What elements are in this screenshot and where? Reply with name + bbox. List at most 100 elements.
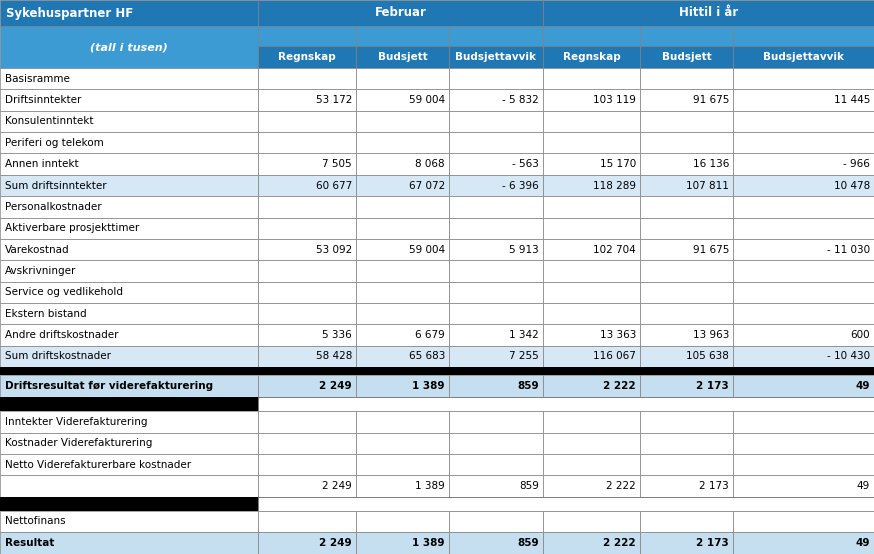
- Bar: [0, 433, 258, 454]
- Bar: [0, 68, 258, 89]
- Text: Februar: Februar: [375, 7, 427, 19]
- Bar: [356, 511, 449, 532]
- Text: 59 004: 59 004: [409, 95, 445, 105]
- Bar: [258, 303, 356, 325]
- Text: - 563: - 563: [512, 159, 539, 169]
- Bar: [0, 26, 258, 68]
- Bar: [0, 511, 258, 532]
- Text: 53 092: 53 092: [316, 245, 352, 255]
- Bar: [449, 218, 543, 239]
- Bar: [449, 475, 543, 496]
- Bar: [733, 281, 874, 303]
- Text: Ekstern bistand: Ekstern bistand: [5, 309, 87, 319]
- Bar: [543, 475, 640, 496]
- Text: 5 913: 5 913: [510, 245, 539, 255]
- Text: 91 675: 91 675: [692, 95, 729, 105]
- Text: - 11 030: - 11 030: [827, 245, 870, 255]
- Bar: [0, 475, 258, 496]
- Bar: [0, 303, 258, 325]
- Text: 2 173: 2 173: [697, 538, 729, 548]
- Bar: [733, 475, 874, 496]
- Text: Personalkostnader: Personalkostnader: [5, 202, 101, 212]
- Bar: [258, 132, 356, 153]
- Bar: [258, 454, 356, 475]
- Bar: [543, 433, 640, 454]
- Bar: [543, 132, 640, 153]
- Bar: [733, 454, 874, 475]
- Text: 8 068: 8 068: [415, 159, 445, 169]
- Bar: [733, 26, 874, 46]
- Bar: [0, 260, 258, 281]
- Text: Driftsresultat før viderefakturering: Driftsresultat før viderefakturering: [5, 381, 213, 391]
- Bar: [449, 260, 543, 281]
- Text: 1 389: 1 389: [413, 538, 445, 548]
- Text: 105 638: 105 638: [686, 351, 729, 361]
- Bar: [449, 532, 543, 554]
- Bar: [449, 303, 543, 325]
- Bar: [449, 325, 543, 346]
- Text: 1 389: 1 389: [415, 481, 445, 491]
- Bar: [733, 325, 874, 346]
- Bar: [733, 89, 874, 111]
- Bar: [733, 239, 874, 260]
- Text: Inntekter Viderefakturering: Inntekter Viderefakturering: [5, 417, 148, 427]
- Bar: [0, 411, 258, 433]
- Bar: [543, 239, 640, 260]
- Bar: [449, 239, 543, 260]
- Text: Sum driftsinntekter: Sum driftsinntekter: [5, 181, 107, 191]
- Bar: [258, 239, 356, 260]
- Bar: [356, 26, 449, 46]
- Text: Budsjettavvik: Budsjettavvik: [763, 52, 844, 62]
- Text: 1 389: 1 389: [413, 381, 445, 391]
- Bar: [449, 511, 543, 532]
- Text: 59 004: 59 004: [409, 245, 445, 255]
- Bar: [258, 346, 356, 367]
- Bar: [258, 532, 356, 554]
- Text: Budsjettavvik: Budsjettavvik: [455, 52, 537, 62]
- Bar: [733, 511, 874, 532]
- Bar: [543, 511, 640, 532]
- Bar: [356, 175, 449, 196]
- Text: 13 963: 13 963: [692, 330, 729, 340]
- Bar: [543, 260, 640, 281]
- Bar: [733, 375, 874, 397]
- Bar: [640, 132, 733, 153]
- Bar: [356, 218, 449, 239]
- Text: 2 249: 2 249: [323, 481, 352, 491]
- Bar: [449, 175, 543, 196]
- Bar: [258, 411, 356, 433]
- Bar: [733, 196, 874, 218]
- Bar: [356, 132, 449, 153]
- Bar: [733, 433, 874, 454]
- Bar: [543, 26, 640, 46]
- Bar: [733, 303, 874, 325]
- Text: Avskrivninger: Avskrivninger: [5, 266, 76, 276]
- Bar: [356, 89, 449, 111]
- Bar: [733, 68, 874, 89]
- Text: 102 704: 102 704: [593, 245, 636, 255]
- Text: 7 505: 7 505: [323, 159, 352, 169]
- Bar: [543, 346, 640, 367]
- Bar: [449, 433, 543, 454]
- Bar: [356, 532, 449, 554]
- Text: 16 136: 16 136: [692, 159, 729, 169]
- Bar: [543, 532, 640, 554]
- Text: - 5 832: - 5 832: [503, 95, 539, 105]
- Bar: [449, 46, 543, 68]
- Bar: [356, 375, 449, 397]
- Bar: [640, 411, 733, 433]
- Text: Regnskap: Regnskap: [563, 52, 621, 62]
- Text: 859: 859: [519, 481, 539, 491]
- Bar: [640, 68, 733, 89]
- Bar: [356, 475, 449, 496]
- Bar: [0, 132, 258, 153]
- Bar: [0, 175, 258, 196]
- Text: 2 249: 2 249: [319, 381, 352, 391]
- Bar: [733, 260, 874, 281]
- Bar: [356, 303, 449, 325]
- Bar: [640, 196, 733, 218]
- Bar: [0, 111, 258, 132]
- Text: 2 222: 2 222: [603, 381, 636, 391]
- Text: Varekostnad: Varekostnad: [5, 245, 70, 255]
- Text: Kostnader Viderefakturering: Kostnader Viderefakturering: [5, 438, 152, 448]
